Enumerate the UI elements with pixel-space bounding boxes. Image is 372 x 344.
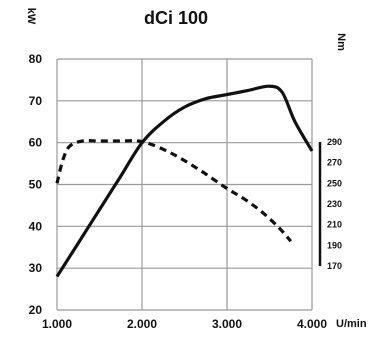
y-right-tick-label: 290 bbox=[327, 137, 342, 147]
y-right-tick-label: 170 bbox=[327, 261, 342, 271]
torque-curve bbox=[55, 139, 292, 243]
x-tick-label: 2.000 bbox=[127, 317, 157, 331]
x-tick-label: 1.000 bbox=[42, 317, 72, 331]
y-right-tick-label: 190 bbox=[327, 240, 342, 250]
y-axis-right-label: Nm bbox=[335, 33, 347, 51]
y-left-tick-label: 70 bbox=[29, 94, 43, 108]
y-right-tick-label: 230 bbox=[327, 199, 342, 209]
y-right-tick-label: 250 bbox=[327, 178, 342, 188]
power-curve bbox=[55, 84, 314, 278]
y-left-tick-label: 30 bbox=[29, 261, 43, 275]
y-axis-left-label: kW bbox=[25, 8, 37, 25]
y-right-tick-label: 210 bbox=[327, 220, 342, 230]
y-left-tick-label: 80 bbox=[29, 52, 43, 66]
x-tick-label: 3.000 bbox=[212, 317, 242, 331]
y-left-tick-label: 40 bbox=[29, 219, 43, 233]
x-tick-label: 4.000 bbox=[297, 317, 327, 331]
x-axis-label: U/min bbox=[336, 318, 367, 330]
grid bbox=[56, 58, 313, 311]
y-right-tick-label: 270 bbox=[327, 158, 342, 168]
series-layer bbox=[55, 84, 314, 278]
y-left-tick-label: 20 bbox=[29, 303, 43, 317]
chart-title: dCi 100 bbox=[144, 8, 208, 28]
axes: 1.000 2.000 3.000 4.000 20 30 40 50 60 70 80 290 270… bbox=[29, 52, 342, 331]
y-left-tick-label: 60 bbox=[29, 136, 43, 150]
y-left-tick-label: 50 bbox=[29, 178, 43, 192]
